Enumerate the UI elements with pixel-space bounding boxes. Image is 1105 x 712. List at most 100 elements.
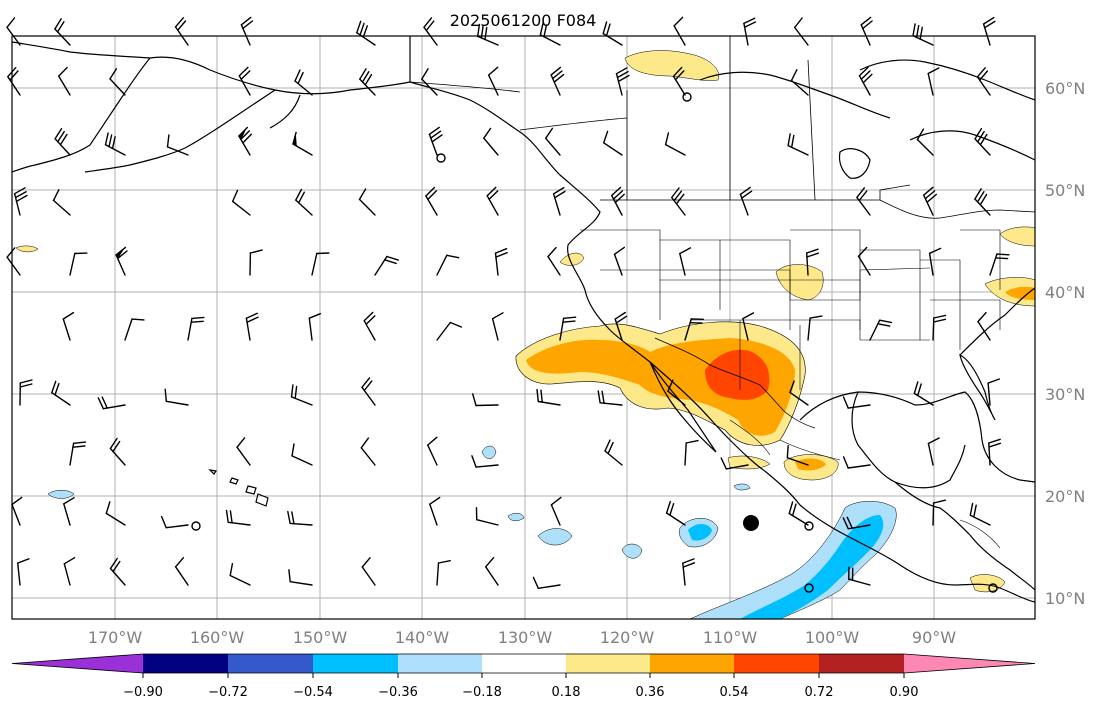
negative-blob-6 <box>507 513 525 521</box>
negative-blob-3 <box>621 543 643 559</box>
negative-blob-5 <box>47 490 75 499</box>
wind-barb-icon <box>927 437 940 466</box>
negative-region-south <box>689 501 897 620</box>
calm-wind-circle-icon <box>804 583 814 593</box>
negative-blob-4 <box>481 445 497 459</box>
wind-barb-icon <box>611 186 625 216</box>
wind-barb-icon <box>550 496 562 526</box>
wind-barb-icon <box>427 436 438 466</box>
negative-blob-7 <box>733 483 751 491</box>
latitude-axis: 60°N 50°N 40°N 30°N 20°N 10°N <box>1045 79 1085 608</box>
wind-barb-icon <box>927 67 940 96</box>
wind-barb-icon <box>225 509 251 526</box>
wind-barb-icon <box>916 128 934 156</box>
wind-barb-icon <box>860 16 873 46</box>
colorbar-ticks <box>142 673 905 678</box>
wind-barb-icon <box>425 186 438 216</box>
wind-barb-icon <box>109 557 126 586</box>
lon-label: 100°W <box>805 628 860 647</box>
wind-barb-icon <box>287 510 313 526</box>
negative-core-south <box>740 515 884 619</box>
wind-barb-icon <box>421 68 438 96</box>
negative-blob-2 <box>537 528 573 546</box>
wind-barb-icon <box>597 390 623 406</box>
wind-barb-icon <box>739 186 753 216</box>
positive-blob-plains <box>775 264 824 301</box>
wind-barb-icon <box>308 313 322 341</box>
wind-barb-icon <box>545 127 561 156</box>
wind-barb-icon <box>358 188 376 216</box>
wind-barb-icon <box>294 69 313 96</box>
colorbar-segment <box>398 654 482 673</box>
colorbar-tick-label: 0.54 <box>720 685 749 700</box>
positive-blob-mexico <box>727 455 771 470</box>
wind-barb-icon <box>671 187 686 216</box>
wind-barb-icon <box>743 17 757 46</box>
wind-barb-icon <box>63 557 76 586</box>
wind-barb-icon <box>485 557 499 586</box>
wind-barb-icon <box>105 501 126 526</box>
wind-barb-icon <box>684 318 704 341</box>
wind-barb-icon <box>842 516 871 530</box>
wind-barb-icon <box>436 560 451 586</box>
wind-barb-icon <box>51 380 71 406</box>
wind-barb-icon <box>52 188 71 216</box>
wind-barb-icon <box>295 188 313 216</box>
wind-barb-icon <box>923 186 937 216</box>
wind-barb-icon <box>63 497 75 526</box>
wind-barb-icon <box>988 438 1002 466</box>
wind-barb-icon <box>603 130 623 156</box>
colorbar: −0.90 −0.72 −0.54 −0.36 −0.18 0.18 0.36 … <box>11 653 1036 700</box>
wind-barbs-layer <box>6 16 1010 589</box>
colorbar-segment <box>650 654 734 673</box>
wind-barb-icon <box>974 127 991 156</box>
wind-barb-icon <box>989 253 1010 276</box>
wind-barb-icon <box>160 515 189 529</box>
wind-barb-icon <box>614 311 628 341</box>
wind-barb-icon <box>62 311 75 341</box>
calm-wind-circle-icon <box>191 521 201 531</box>
wind-barb-icon <box>672 66 686 96</box>
wind-barb-icon <box>229 563 251 586</box>
wind-barb-icon <box>928 247 942 276</box>
wind-barb-icon <box>13 187 28 216</box>
wind-barb-icon <box>684 439 699 466</box>
lon-label: 130°W <box>498 628 553 647</box>
wind-barb-icon <box>292 131 313 156</box>
wind-barb-icon <box>436 254 460 276</box>
wind-barb-icon <box>124 318 145 341</box>
wind-barb-icon <box>436 321 463 341</box>
wind-barb-icon <box>977 311 991 341</box>
wind-barb-icon <box>97 396 126 410</box>
wind-barb-icon <box>69 252 88 276</box>
wind-barb-icon <box>6 247 21 276</box>
wind-barb-icon <box>245 312 259 341</box>
wind-barb-icon <box>361 377 376 406</box>
wind-barb-icon <box>550 66 565 96</box>
positive-blob-centralamerica <box>969 574 1006 593</box>
wind-barb-icon <box>664 132 686 156</box>
wind-barb-icon <box>665 500 686 526</box>
wind-barb-icon <box>486 186 499 216</box>
wind-barb-icon <box>932 499 946 526</box>
colorbar-extend-low <box>12 654 143 673</box>
lon-label: 110°W <box>703 628 758 647</box>
wind-barb-icon <box>475 507 499 526</box>
wind-barb-icon <box>856 187 871 216</box>
wind-barb-icon <box>17 558 30 586</box>
map-panel <box>6 16 1036 620</box>
wind-barb-icon <box>472 393 499 407</box>
wind-barb-icon <box>164 388 189 406</box>
lon-label: 150°W <box>293 628 348 647</box>
wind-barb-icon <box>858 66 873 96</box>
wind-barb-icon <box>682 558 696 586</box>
wind-barb-icon <box>374 255 399 276</box>
wind-barb-icon <box>787 133 809 156</box>
wind-barb-icon <box>360 437 376 466</box>
colorbar-tick-label: −0.36 <box>378 685 418 700</box>
wind-barb-icon <box>290 384 313 406</box>
wind-barb-icon <box>604 439 623 466</box>
wind-barb-icon <box>236 437 251 466</box>
wind-barb-icon <box>532 576 561 589</box>
political-borders <box>409 36 1036 549</box>
